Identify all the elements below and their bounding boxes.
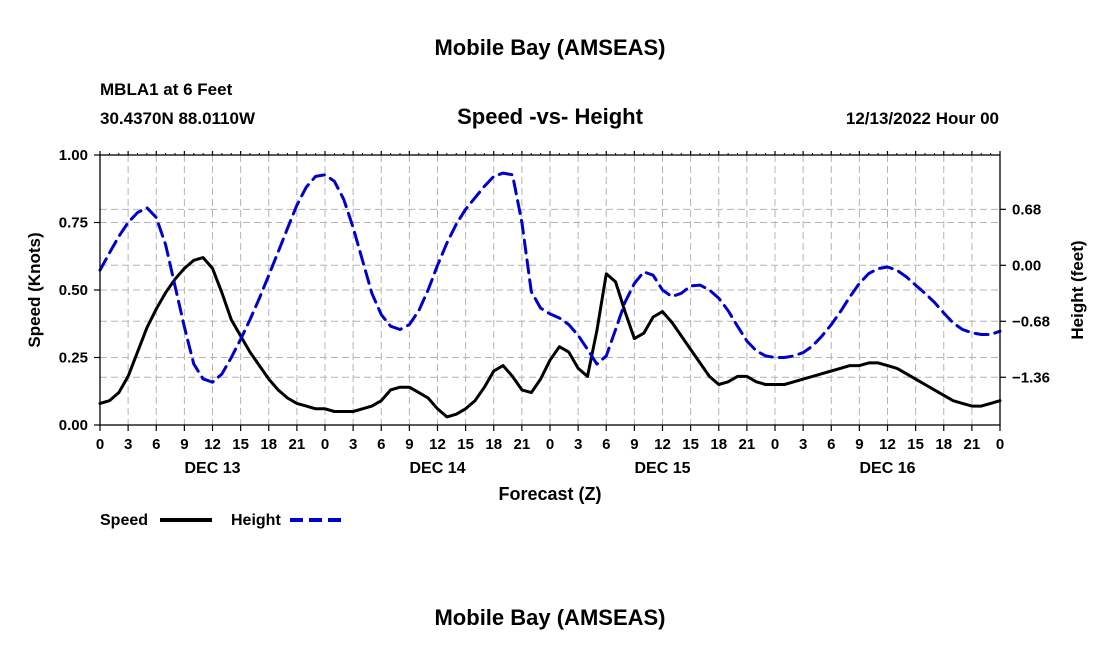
x-tick-label: 0 — [771, 436, 779, 453]
x-tick-label: 3 — [124, 436, 132, 453]
footer-title: Mobile Bay (AMSEAS) — [434, 605, 665, 630]
x-tick-label: 0 — [996, 436, 1004, 453]
x-tick-label: 15 — [457, 436, 474, 453]
x-tick-label: 3 — [574, 436, 582, 453]
day-label: DEC 13 — [184, 460, 240, 477]
legend-height-label: Height — [231, 512, 281, 529]
day-label: DEC 15 — [634, 460, 690, 477]
x-tick-label: 12 — [879, 436, 896, 453]
chart-title: Mobile Bay (AMSEAS) — [434, 35, 665, 60]
x-tick-label: 6 — [377, 436, 385, 453]
y-left-tick-label: 0.25 — [59, 350, 88, 367]
x-tick-label: 12 — [429, 436, 446, 453]
x-tick-label: 18 — [935, 436, 952, 453]
x-tick-label: 21 — [514, 436, 531, 453]
y-right-tick-label: −1.36 — [1012, 369, 1050, 386]
x-tick-label: 6 — [602, 436, 610, 453]
y-left-tick-label: 0.50 — [59, 282, 88, 299]
chart-subtitle: Speed -vs- Height — [457, 104, 643, 129]
x-tick-label: 0 — [96, 436, 104, 453]
x-tick-label: 0 — [321, 436, 329, 453]
x-tick-label: 3 — [349, 436, 357, 453]
y-left-tick-label: 0.00 — [59, 417, 88, 434]
x-tick-label: 15 — [232, 436, 249, 453]
x-tick-label: 9 — [630, 436, 638, 453]
y-left-tick-label: 1.00 — [59, 147, 88, 164]
axes: 0 3 6 9 12 15 18 21 0 3 6 9 12 15 18 21 0 3 6 9 12 15 18 21 0 3 6 9… — [59, 147, 1050, 477]
series-line-speed — [98, 256, 1002, 419]
y-right-tick-label: 0.68 — [1012, 201, 1041, 218]
x-tick-label: 12 — [654, 436, 671, 453]
x-tick-label: 21 — [739, 436, 756, 453]
series-layer — [98, 171, 1002, 419]
timestamp-label: 12/13/2022 Hour 00 — [846, 109, 999, 128]
x-tick-label: 18 — [710, 436, 727, 453]
y-right-tick-label: 0.00 — [1012, 257, 1041, 274]
legend: Speed Height — [100, 512, 342, 529]
x-tick-label: 15 — [907, 436, 924, 453]
y-left-tick-label: 0.75 — [59, 215, 88, 232]
x-tick-label: 18 — [260, 436, 277, 453]
legend-speed-label: Speed — [100, 512, 148, 529]
y-axis-right-label: Height (feet) — [1068, 240, 1087, 339]
x-tick-label: 6 — [827, 436, 835, 453]
x-tick-label: 15 — [682, 436, 699, 453]
x-tick-label: 9 — [405, 436, 413, 453]
x-axis-label: Forecast (Z) — [498, 484, 601, 504]
series-line-height — [98, 171, 1002, 384]
grid — [100, 155, 1000, 425]
x-tick-label: 9 — [180, 436, 188, 453]
y-axis-left-label: Speed (Knots) — [25, 232, 44, 347]
x-tick-label: 18 — [485, 436, 502, 453]
x-tick-label: 6 — [152, 436, 160, 453]
day-label: DEC 16 — [859, 460, 915, 477]
x-tick-label: 21 — [964, 436, 981, 453]
x-tick-label: 21 — [289, 436, 306, 453]
x-tick-label: 3 — [799, 436, 807, 453]
x-tick-label: 9 — [855, 436, 863, 453]
station-label: MBLA1 at 6 Feet — [100, 80, 233, 99]
coordinates-label: 30.4370N 88.0110W — [100, 109, 256, 128]
y-right-tick-label: −0.68 — [1012, 313, 1050, 330]
x-tick-label: 0 — [546, 436, 554, 453]
x-tick-label: 12 — [204, 436, 221, 453]
day-label: DEC 14 — [409, 460, 465, 477]
